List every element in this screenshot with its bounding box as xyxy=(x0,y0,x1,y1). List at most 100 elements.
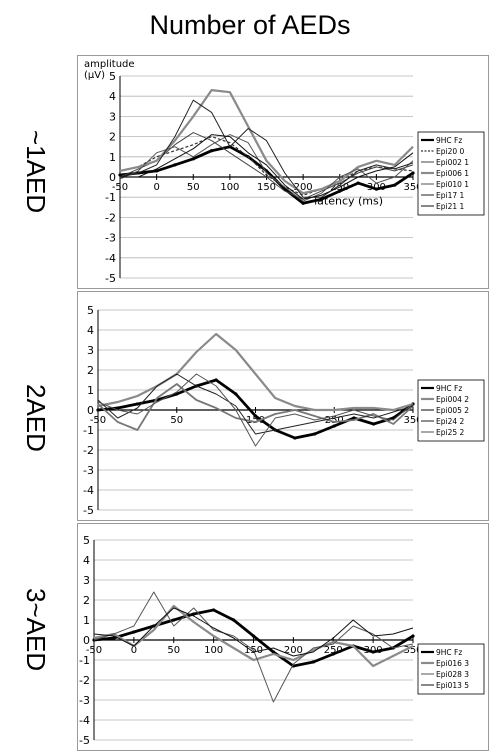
data-point xyxy=(173,163,177,167)
series-line xyxy=(119,132,414,200)
y-tick-label: 3 xyxy=(83,574,90,587)
data-point xyxy=(175,392,179,396)
legend-entry: Epi028 3 xyxy=(436,670,469,679)
data-point xyxy=(374,187,378,191)
data-point xyxy=(301,201,305,205)
y-tick-label: -4 xyxy=(105,252,116,265)
y-axis-label: amplitude xyxy=(84,59,135,70)
legend-entry: Epi21 1 xyxy=(436,202,465,211)
legend-entry: Epi010 1 xyxy=(436,180,469,189)
x-tick-label: 0 xyxy=(131,645,137,656)
chart-3aed: 543210-1-2-3-4-5-50050100150200250300350… xyxy=(79,534,485,747)
y-tick-label: -4 xyxy=(79,714,90,727)
y-tick-label: -3 xyxy=(79,694,90,707)
data-point xyxy=(253,414,258,418)
series-line xyxy=(119,134,414,202)
panel-label-3aed: 3~AED xyxy=(21,588,51,672)
y-tick-label: -4 xyxy=(83,484,94,497)
data-point xyxy=(293,436,297,440)
series-line xyxy=(97,332,414,412)
y-tick-label: 1 xyxy=(109,151,116,164)
data-point xyxy=(271,650,276,654)
x-tick-label: 50 xyxy=(187,182,200,193)
series-line xyxy=(93,607,414,657)
y-tick-label: -1 xyxy=(79,654,90,667)
y-tick-label: 1 xyxy=(87,384,94,397)
legend-entry: Epi013 5 xyxy=(436,681,469,690)
y-tick-label: -1 xyxy=(83,424,94,437)
data-point xyxy=(209,149,214,153)
data-point xyxy=(132,630,136,634)
y-tick-label: 5 xyxy=(83,534,90,547)
y-tick-label: -2 xyxy=(83,444,94,457)
y-tick-label: 1 xyxy=(83,614,90,627)
y-tick-label: -5 xyxy=(83,504,94,517)
x-tick-label: -50 xyxy=(90,415,106,426)
series-line xyxy=(93,591,414,703)
data-point xyxy=(118,173,122,177)
y-tick-label: -1 xyxy=(105,191,116,204)
x-tick-label: -50 xyxy=(86,645,102,656)
data-point xyxy=(234,392,238,396)
data-point xyxy=(112,636,116,640)
data-point xyxy=(372,422,376,426)
x-tick-label: 150 xyxy=(246,415,265,426)
y-axis-unit: (μV) xyxy=(84,70,105,81)
data-point xyxy=(393,183,397,187)
y-tick-label: 2 xyxy=(87,364,94,377)
chart-2aed: 5 4 3 2 1 0 -1 -2 -3 -4 -5 -50 50 150 250 350 9HC Fz Epi0… xyxy=(83,304,485,517)
legend xyxy=(417,131,485,216)
data-point xyxy=(411,634,415,638)
data-point xyxy=(311,660,315,664)
series-line xyxy=(97,373,414,435)
y-tick-label: -2 xyxy=(79,674,90,687)
y-tick-label: -2 xyxy=(105,211,116,224)
x-tick-label: 50 xyxy=(167,645,180,656)
y-tick-label: 2 xyxy=(83,594,90,607)
data-point xyxy=(116,406,120,410)
y-tick-label: 0 xyxy=(83,634,90,647)
x-tick-label: 250 xyxy=(324,645,343,656)
x-tick-label: 200 xyxy=(294,182,313,193)
x-axis-label: latency (ms) xyxy=(314,194,383,207)
x-tick-label: -50 xyxy=(112,182,128,193)
y-tick-label: -3 xyxy=(105,232,116,245)
data-point xyxy=(312,432,317,436)
legend-entry: 9HC Fz xyxy=(436,136,462,145)
data-point xyxy=(332,424,336,428)
legend-entry: Epi17 1 xyxy=(436,191,465,200)
legend-entry: Epi016 3 xyxy=(436,659,469,668)
x-tick-label: 300 xyxy=(367,182,386,193)
data-point xyxy=(251,634,256,638)
data-point xyxy=(92,638,96,642)
legend-entry: Epi002 1 xyxy=(436,158,469,167)
legend-entry: Epi24 2 xyxy=(436,417,465,426)
data-point xyxy=(191,157,195,161)
x-tick-label: 350 xyxy=(403,645,422,656)
series-line xyxy=(97,383,414,431)
x-tick-label: 0 xyxy=(153,182,159,193)
data-point xyxy=(135,402,139,406)
y-tick-label: 0 xyxy=(109,171,116,184)
legend-entry: Epi004 2 xyxy=(436,395,469,404)
y-tick-label: -5 xyxy=(105,272,116,285)
data-point xyxy=(356,181,360,185)
x-tick-label: 200 xyxy=(284,645,303,656)
legend-entry: Epi006 1 xyxy=(436,169,469,178)
y-tick-label: 4 xyxy=(109,90,116,103)
panel-label-1aed: ~1AED xyxy=(21,130,51,214)
data-point xyxy=(155,169,159,173)
x-tick-label: 150 xyxy=(257,182,276,193)
series-line xyxy=(120,134,414,200)
x-tick-label: 100 xyxy=(220,182,239,193)
data-point xyxy=(192,612,196,616)
y-tick-label: 0 xyxy=(87,404,94,417)
y-tick-label: 4 xyxy=(87,324,94,337)
panel-label-2aed: 2AED xyxy=(21,384,51,452)
series-line xyxy=(97,373,414,447)
legend-entry: Epi005 2 xyxy=(436,406,469,415)
data-point xyxy=(331,652,335,656)
x-tick-label: 250 xyxy=(325,415,344,426)
series-line xyxy=(93,604,414,668)
